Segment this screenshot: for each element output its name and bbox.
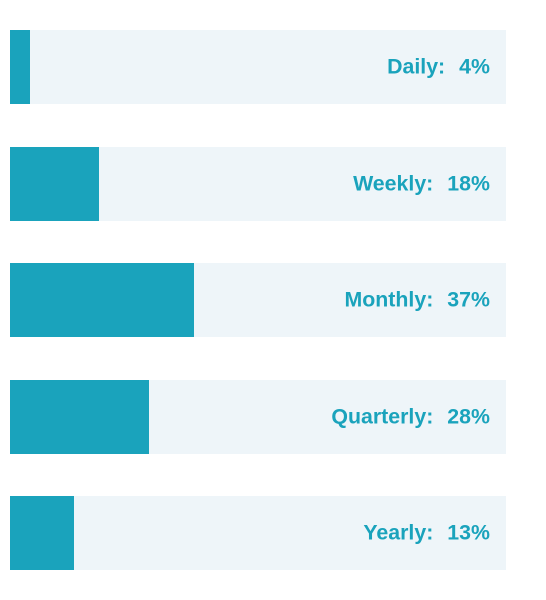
bar-label: Weekly: 18% (353, 171, 490, 196)
bar-value-text: 18% (447, 171, 490, 196)
bar-label: Daily: 4% (387, 55, 490, 80)
bar-fill (10, 263, 194, 337)
bar-fill (10, 30, 30, 104)
bar-value-text: 37% (447, 288, 490, 313)
bar-row-daily: Daily: 4% (10, 30, 506, 104)
bar-fill (10, 147, 99, 221)
bar-value-text: 28% (447, 404, 490, 429)
bar-row-weekly: Weekly: 18% (10, 147, 506, 221)
bar-category-text: Quarterly: (331, 404, 433, 429)
bar-row-quarterly: Quarterly: 28% (10, 380, 506, 454)
bar-row-monthly: Monthly: 37% (10, 263, 506, 337)
bar-label: Quarterly: 28% (331, 404, 490, 429)
bar-value-text: 13% (447, 521, 490, 546)
bar-category-text: Daily: (387, 55, 445, 80)
bar-fill (10, 380, 149, 454)
bar-row-yearly: Yearly: 13% (10, 496, 506, 570)
frequency-bar-chart: Daily: 4% Weekly: 18% Monthly: 37% Quart… (0, 0, 546, 600)
bar-category-text: Yearly: (363, 521, 433, 546)
bar-value-text: 4% (459, 55, 490, 80)
bar-category-text: Weekly: (353, 171, 433, 196)
bar-category-text: Monthly: (344, 288, 433, 313)
bar-fill (10, 496, 74, 570)
bar-label: Monthly: 37% (344, 288, 490, 313)
bar-label: Yearly: 13% (363, 521, 490, 546)
